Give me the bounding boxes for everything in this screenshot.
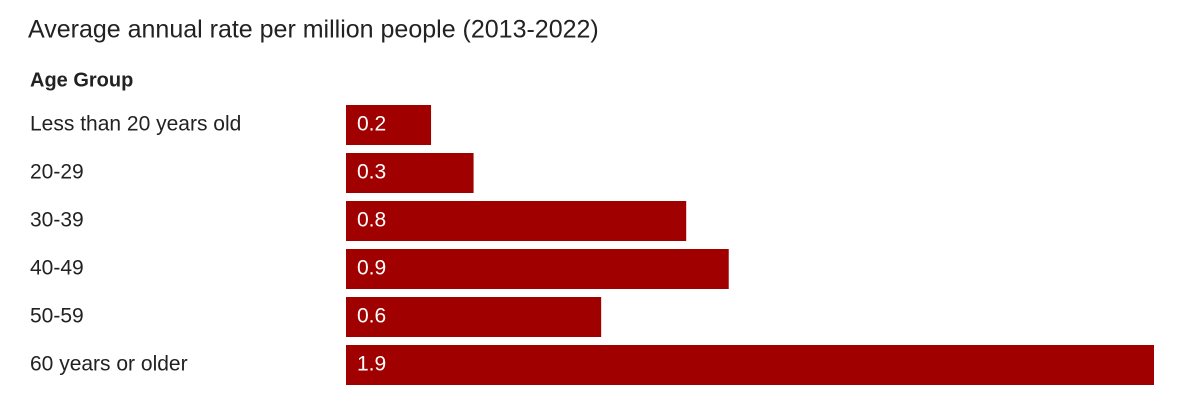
- bar: [346, 249, 729, 289]
- bar: [346, 105, 432, 145]
- bar: [346, 153, 474, 193]
- value-label: 0.6: [357, 305, 386, 328]
- value-label: 0.3: [357, 161, 386, 184]
- category-label: 40-49: [30, 257, 84, 280]
- value-label: 1.9: [357, 353, 386, 376]
- category-label: 20-29: [30, 161, 84, 184]
- value-label: 0.8: [357, 209, 386, 232]
- chart-title: Average annual rate per million people (…: [28, 16, 599, 44]
- bar: [346, 345, 1154, 385]
- value-label: 0.9: [357, 257, 386, 280]
- bar: [346, 297, 602, 337]
- category-label: 60 years or older: [30, 353, 188, 376]
- category-header: Age Group: [30, 69, 133, 91]
- bar: [346, 201, 687, 241]
- category-label: 30-39: [30, 209, 84, 232]
- value-label: 0.2: [357, 113, 386, 136]
- category-label: 50-59: [30, 305, 84, 328]
- category-label: Less than 20 years old: [30, 113, 241, 136]
